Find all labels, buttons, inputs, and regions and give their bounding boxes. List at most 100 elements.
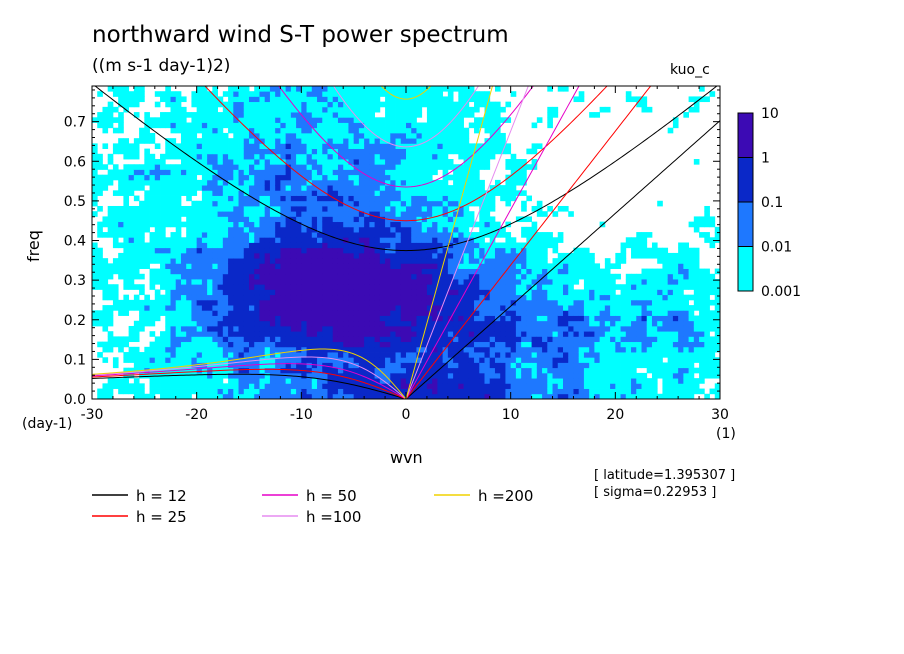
heat-cell <box>238 122 245 129</box>
heat-cell <box>180 117 187 123</box>
heat-cell <box>484 346 491 353</box>
heat-cell <box>390 148 396 155</box>
heat-cell <box>353 179 360 186</box>
heat-cell <box>133 174 140 181</box>
heat-cell <box>196 305 203 311</box>
heat-cell <box>133 325 140 332</box>
heat-cell <box>311 148 318 155</box>
heat-cell <box>296 159 302 165</box>
heat-cell <box>494 127 501 134</box>
heat-cell <box>531 221 538 228</box>
heat-cell <box>160 112 166 118</box>
heat-cell <box>275 132 281 139</box>
heat-cell <box>610 367 616 374</box>
heat-cell <box>259 315 266 322</box>
heat-cell <box>406 153 412 160</box>
heat-cell <box>494 232 501 238</box>
heat-cell <box>317 258 323 264</box>
heat-cell <box>228 101 234 108</box>
heat-cell <box>196 310 203 316</box>
heat-cell <box>432 153 438 160</box>
heat-cell <box>139 305 145 311</box>
heat-cell <box>411 352 417 358</box>
heat-cell <box>102 143 109 149</box>
heat-cell <box>238 325 245 332</box>
heat-cell <box>139 232 145 238</box>
heat-cell <box>421 232 428 238</box>
heat-cell <box>536 279 543 285</box>
heat-cell <box>191 216 198 223</box>
heat-cell <box>474 393 480 399</box>
heat-cell <box>259 383 266 389</box>
heat-cell <box>207 393 213 399</box>
heat-cell <box>306 320 313 327</box>
heat-cell <box>123 378 130 384</box>
heat-cell <box>573 315 580 322</box>
heat-cell <box>447 352 454 358</box>
heat-cell <box>369 211 375 217</box>
heat-cell <box>118 252 124 259</box>
heat-cell <box>557 367 564 374</box>
heat-cell <box>536 357 543 363</box>
heat-cell <box>243 367 250 374</box>
heat-cell <box>149 195 156 202</box>
heat-cell <box>343 341 349 348</box>
heat-cell <box>453 179 459 186</box>
heat-cell <box>379 205 386 212</box>
heat-cell <box>249 273 255 280</box>
heat-cell <box>332 336 339 343</box>
heat-cell <box>547 336 553 343</box>
heat-cell <box>343 331 349 337</box>
heat-cell <box>149 357 156 363</box>
heat-cell <box>510 169 517 176</box>
heat-cell <box>447 138 454 144</box>
heat-cell <box>180 237 187 243</box>
heat-cell <box>238 346 245 353</box>
heat-cell <box>369 164 375 170</box>
heat-cell <box>521 268 527 275</box>
heat-cell <box>139 352 145 358</box>
heat-cell <box>547 331 553 337</box>
heat-cell <box>327 174 334 181</box>
heat-cell <box>280 153 287 160</box>
heat-cell <box>531 237 538 243</box>
heat-cell <box>552 325 559 332</box>
heat-cell <box>128 143 135 149</box>
heat-cell <box>353 263 360 269</box>
heat-cell <box>536 232 543 238</box>
heat-cell <box>432 200 438 207</box>
heat-cell <box>160 383 166 389</box>
heat-cell <box>102 284 109 290</box>
heat-cell <box>489 153 496 160</box>
heat-cell <box>280 268 287 275</box>
heat-cell <box>296 143 302 149</box>
heat-cell <box>604 310 611 316</box>
heat-cell <box>484 252 491 259</box>
heat-cell <box>599 299 606 306</box>
heat-cell <box>201 279 208 285</box>
heat-cell <box>500 226 506 233</box>
heat-cell <box>447 205 454 212</box>
heat-cell <box>311 159 318 165</box>
heat-cell <box>207 289 213 296</box>
heat-cell <box>395 310 402 316</box>
heat-cell <box>515 258 522 264</box>
heat-cell <box>411 101 417 108</box>
heat-cell <box>296 336 302 343</box>
heat-cell <box>311 179 318 186</box>
heat-cell <box>285 289 292 296</box>
heat-cell <box>306 205 313 212</box>
heat-cell <box>186 299 192 306</box>
heat-cell <box>296 138 302 144</box>
heat-cell <box>301 258 307 264</box>
heat-cell <box>458 117 464 123</box>
heat-cell <box>494 357 501 363</box>
heat-cell <box>416 352 423 358</box>
heat-cell <box>212 378 218 384</box>
heat-cell <box>327 185 334 191</box>
heat-cell <box>285 242 292 249</box>
heat-cell <box>337 352 344 358</box>
heat-cell <box>123 299 130 306</box>
heat-cell <box>243 388 250 395</box>
heat-cell <box>332 357 339 363</box>
